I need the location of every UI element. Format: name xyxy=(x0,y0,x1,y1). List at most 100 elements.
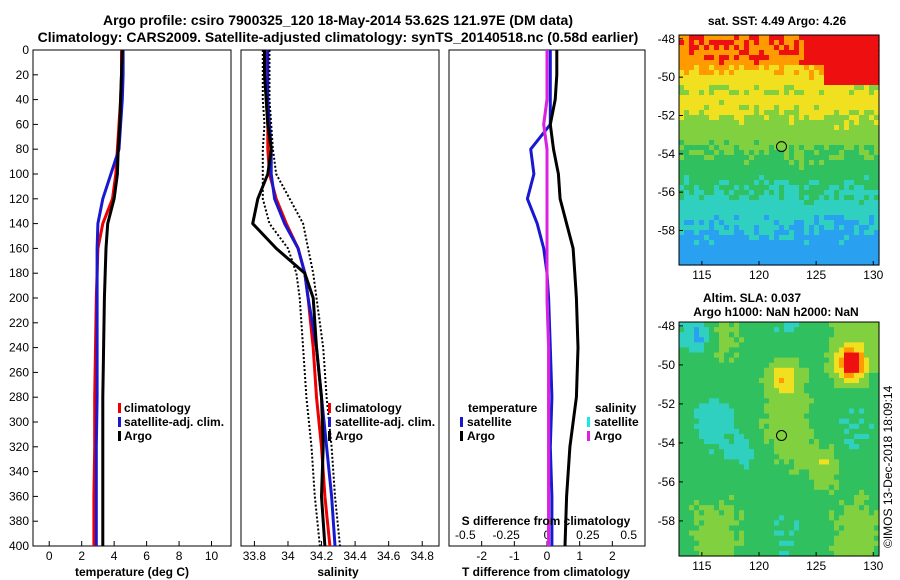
heatmap-cell xyxy=(819,220,825,226)
heatmap-cell xyxy=(709,155,715,161)
heatmap-cell xyxy=(764,535,770,542)
heatmap-cell xyxy=(799,545,805,552)
heatmap-cell xyxy=(734,190,740,196)
heatmap-cell xyxy=(874,235,880,241)
heatmap-cell xyxy=(749,500,755,506)
heatmap-cell xyxy=(754,530,760,537)
heatmap-cell xyxy=(869,332,875,338)
heatmap-cell xyxy=(804,423,810,430)
heatmap-cell xyxy=(699,352,705,359)
heatmap-cell xyxy=(824,535,830,542)
heatmap-cell xyxy=(824,342,830,349)
heatmap-cell xyxy=(684,45,690,51)
heatmap-cell xyxy=(679,75,685,81)
heatmap-cell xyxy=(769,130,775,136)
heatmap-cell xyxy=(744,120,750,126)
heatmap-cell xyxy=(839,230,845,236)
heatmap-cell xyxy=(794,195,800,201)
heatmap-cell xyxy=(704,530,710,537)
heatmap-cell xyxy=(829,469,835,476)
heatmap-cell xyxy=(859,383,865,389)
heatmap-cell xyxy=(684,372,690,379)
heatmap-cell xyxy=(854,170,860,176)
heatmap-cell xyxy=(764,342,770,349)
heatmap-cell xyxy=(679,479,685,486)
heatmap-cell xyxy=(734,260,740,266)
heatmap-cell xyxy=(704,377,710,384)
heatmap-cell xyxy=(864,200,870,206)
heatmap-cell xyxy=(709,393,715,399)
heatmap-cell xyxy=(784,140,790,146)
heatmap-cell xyxy=(734,55,740,61)
heatmap-cell xyxy=(754,190,760,196)
heatmap-cell xyxy=(834,90,840,96)
heatmap-cell xyxy=(824,235,830,241)
heatmap-cell xyxy=(764,494,770,501)
heatmap-cell xyxy=(814,439,820,445)
heatmap-cell xyxy=(804,100,810,106)
heatmap-cell xyxy=(679,100,685,106)
heatmap-cell xyxy=(804,215,810,221)
heatmap-cell xyxy=(734,510,740,516)
heatmap-cell xyxy=(819,235,825,241)
heatmap-cell xyxy=(834,505,840,511)
heatmap-cell xyxy=(849,342,855,349)
heatmap-cell xyxy=(799,220,805,226)
heatmap-cell xyxy=(794,45,800,51)
heatmap-cell xyxy=(704,80,710,86)
heatmap-cell xyxy=(814,469,820,476)
heatmap-cell xyxy=(829,444,835,450)
heatmap-cell xyxy=(859,60,865,66)
heatmap-cell xyxy=(864,428,870,435)
heatmap-cell xyxy=(724,489,730,496)
heatmap-cell xyxy=(744,525,750,532)
heatmap-cell xyxy=(744,135,750,141)
heatmap-cell xyxy=(744,220,750,226)
heatmap-cell xyxy=(849,140,855,146)
heatmap-cell xyxy=(739,408,745,415)
heatmap-cell xyxy=(759,45,765,51)
heatmap-cell xyxy=(814,65,820,71)
heatmap-cell xyxy=(839,500,845,506)
salinity-difference-label: S difference from climatology xyxy=(462,514,631,528)
heatmap-cell xyxy=(854,545,860,552)
heatmap-cell xyxy=(709,170,715,176)
heatmap-cell xyxy=(759,494,765,501)
heatmap-cell xyxy=(834,510,840,516)
heatmap-cell xyxy=(819,505,825,511)
heatmap-cell xyxy=(709,230,715,236)
heatmap-cell xyxy=(854,469,860,476)
heatmap-cell xyxy=(839,362,845,369)
heatmap-cell xyxy=(759,220,765,226)
heatmap-cell xyxy=(694,95,700,101)
heatmap-cell xyxy=(854,377,860,384)
heatmap-cell xyxy=(754,135,760,141)
heatmap-cell xyxy=(789,70,795,76)
heatmap-cell xyxy=(794,510,800,516)
heatmap-cell xyxy=(729,150,735,156)
heatmap-cell xyxy=(829,105,835,111)
heatmap-cell xyxy=(784,175,790,181)
heatmap-cell xyxy=(719,347,725,354)
heatmap-cell xyxy=(764,65,770,71)
heatmap-cell xyxy=(799,60,805,66)
heatmap-cell xyxy=(684,150,690,156)
heatmap-cell xyxy=(819,155,825,161)
heatmap-cell xyxy=(839,454,845,460)
heatmap-cell xyxy=(769,210,775,216)
heatmap-cell xyxy=(814,444,820,450)
heatmap-cell xyxy=(689,55,695,61)
heatmap-cell xyxy=(764,418,770,425)
heatmap-cell xyxy=(759,120,765,126)
heatmap-cell xyxy=(784,155,790,161)
heatmap-cell xyxy=(874,220,880,226)
heatmap-cell xyxy=(779,220,785,226)
heatmap-cell xyxy=(744,70,750,76)
heatmap-cell xyxy=(769,515,775,521)
heatmap-cell xyxy=(769,40,775,46)
heatmap-cell xyxy=(694,479,700,486)
heatmap-cell xyxy=(849,155,855,161)
heatmap-cell xyxy=(679,540,685,547)
heatmap-cell xyxy=(864,110,870,116)
heatmap-cell xyxy=(724,115,730,121)
